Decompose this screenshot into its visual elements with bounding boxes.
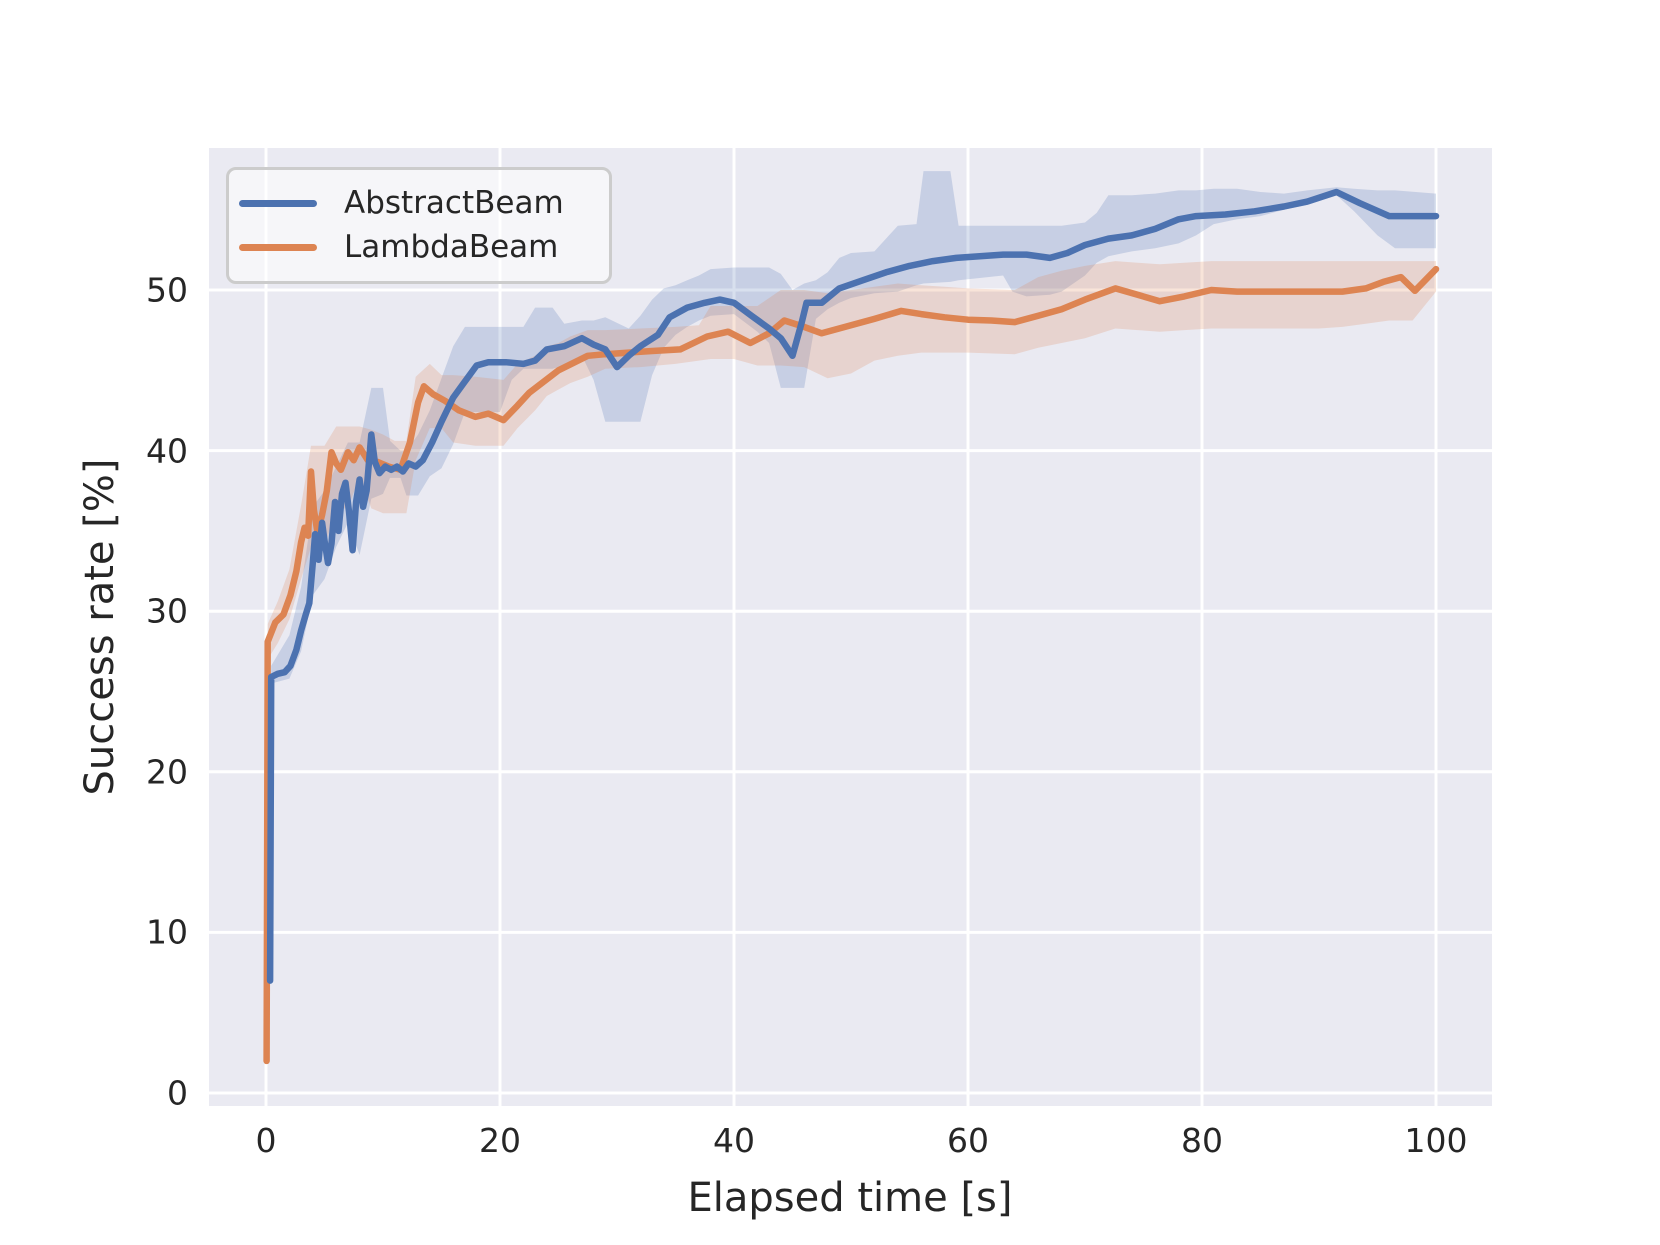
x-tick-label: 40 (713, 1121, 755, 1160)
x-tick-label: 80 (1181, 1121, 1223, 1160)
x-tick-label: 60 (947, 1121, 989, 1160)
legend: AbstractBeam LambdaBeam (226, 167, 612, 284)
x-tick-label: 100 (1404, 1121, 1468, 1160)
y-axis-label: Success rate [%] (77, 458, 123, 796)
y-tick-label: 10 (146, 912, 188, 952)
y-tick-label: 0 (167, 1073, 188, 1113)
legend-label-abstractbeam: AbstractBeam (344, 185, 564, 222)
x-tick-label: 0 (255, 1121, 277, 1160)
legend-entry-lambdabeam: LambdaBeam (239, 226, 591, 270)
series-lambdabeam-line (263, 265, 1440, 1065)
y-tick-label: 40 (146, 431, 188, 471)
x-tick-label: 20 (479, 1121, 521, 1160)
y-tick-label: 20 (146, 752, 188, 792)
x-axis-label: Elapsed time [s] (687, 1175, 1013, 1221)
y-tick-label: 50 (146, 270, 188, 310)
series-abstractbeam-band (271, 171, 1437, 684)
legend-label-lambdabeam: LambdaBeam (344, 228, 559, 265)
legend-entry-abstractbeam: AbstractBeam (239, 182, 591, 226)
plot-area (209, 148, 1492, 1106)
legend-line-abstractbeam-swatch (239, 200, 317, 208)
series-abstractbeam-line (266, 188, 1440, 984)
series-lambdabeam-band (267, 261, 1437, 660)
legend-line-lambdabeam-swatch (239, 243, 317, 251)
y-tick-label: 30 (146, 591, 188, 631)
